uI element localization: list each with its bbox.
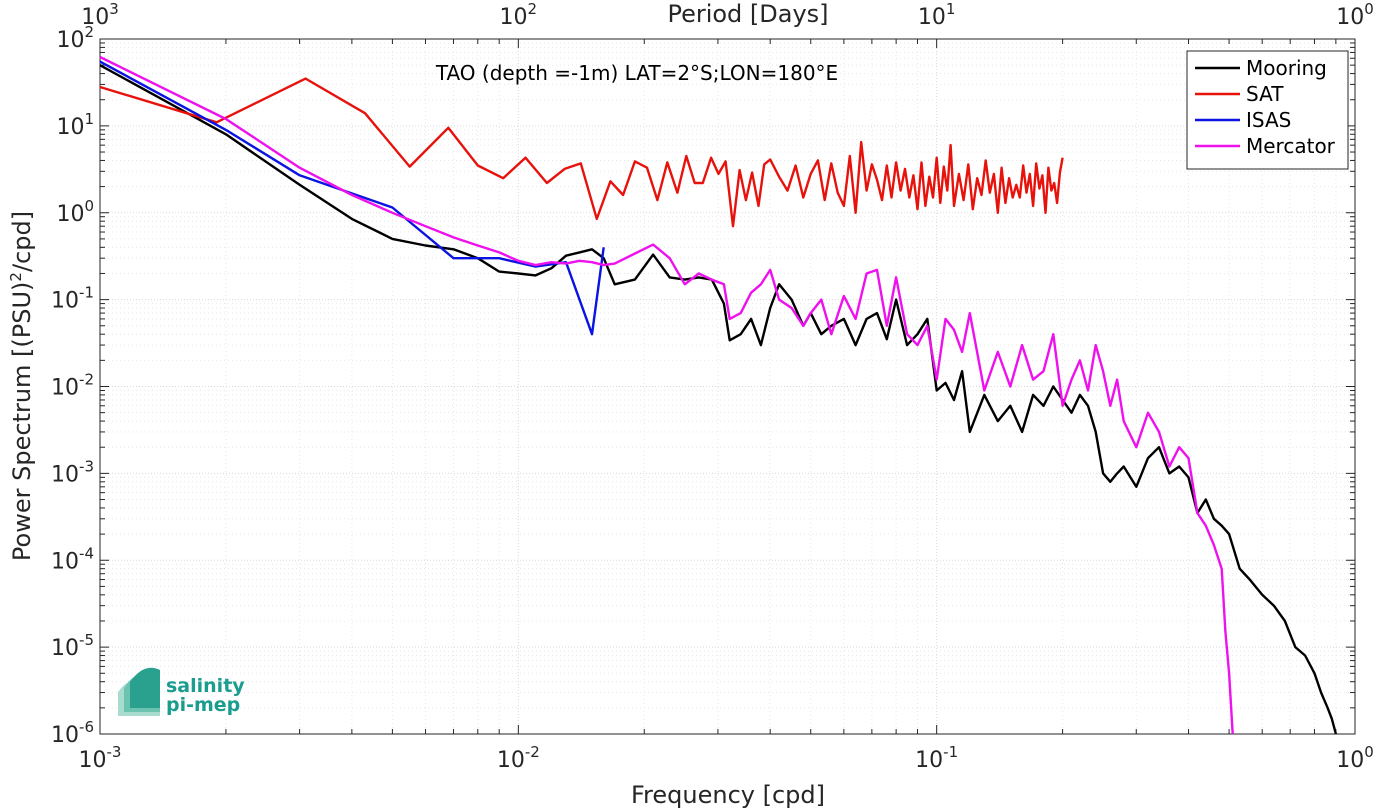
series-line-sat <box>99 77 1064 228</box>
y-tick-label-base: 10 <box>56 115 84 140</box>
top-tick-label-base: 10 <box>500 5 528 30</box>
y-tick-label-base: 10 <box>51 462 79 487</box>
y-tick-label-exponent: -6 <box>79 718 94 736</box>
top-tick-label-base: 10 <box>1336 5 1364 30</box>
legend-box <box>1186 50 1349 170</box>
y-tick-label-exponent: -5 <box>79 631 94 649</box>
logo-text-salinity: salinity <box>166 675 245 697</box>
legend-label-mercator: Mercator <box>1246 134 1336 158</box>
x-tick-label-base: 10 <box>915 748 943 773</box>
top-tick-label-base: 10 <box>918 5 946 30</box>
grid <box>100 39 1355 734</box>
y-tick-label-base: 10 <box>51 723 79 748</box>
top-tick-label: 102 <box>500 0 538 30</box>
series-lines <box>99 55 1338 735</box>
y-tick-label-base: 10 <box>51 289 79 314</box>
y-axis-label: Power Spectrum [(PSU)2/cpd] <box>7 211 36 561</box>
y-axis-label-sup: 2 <box>7 272 25 282</box>
top-axis-label: Period [Days] <box>667 0 828 28</box>
legend-label-isas: ISAS <box>1246 108 1291 132</box>
top-tick-label-base: 10 <box>81 5 109 30</box>
chart-title: TAO (depth =-1m) LAT=2°S;LON=180°E <box>435 61 838 85</box>
top-tick-label: 101 <box>918 0 956 30</box>
series-line-isas <box>99 60 605 336</box>
salinity-pi-mep-logo: salinity pi-mep <box>118 667 245 716</box>
logo-waves-icon <box>118 667 160 716</box>
y-tick-label-exponent: 2 <box>84 23 94 41</box>
y-tick-label-base: 10 <box>56 28 84 53</box>
y-tick-label-base: 10 <box>51 636 79 661</box>
y-tick-label: 10-6 <box>51 718 94 748</box>
y-tick-label-exponent: 1 <box>84 110 94 128</box>
top-tick-label: 100 <box>1336 0 1374 30</box>
x-tick-label-base: 10 <box>497 748 525 773</box>
legend-label-mooring: Mooring <box>1246 56 1327 80</box>
x-axis-label: Frequency [cpd] <box>631 781 825 809</box>
y-tick-label: 101 <box>56 110 94 140</box>
y-tick-label-base: 10 <box>51 549 79 574</box>
x-tick-label-base: 10 <box>79 748 107 773</box>
x-tick-label: 100 <box>1336 743 1374 773</box>
y-tick-label: 10-4 <box>51 544 94 574</box>
x-tick-label-exponent: -1 <box>943 743 958 761</box>
series-line-mercator <box>99 55 1234 735</box>
x-tick-label: 10-1 <box>915 743 958 773</box>
y-tick-label: 10-2 <box>51 371 94 401</box>
y-tick-label-base: 10 <box>56 202 84 227</box>
y-tick-label-exponent: -4 <box>79 544 94 562</box>
x-tick-label-exponent: -2 <box>525 743 540 761</box>
y-tick-label-exponent: -3 <box>79 457 94 475</box>
y-tick-label-base: 10 <box>51 376 79 401</box>
logo-text-pi-mep: pi-mep <box>166 694 240 716</box>
y-tick-label: 100 <box>56 197 94 227</box>
y-tick-label: 10-5 <box>51 631 94 661</box>
x-tick-label-base: 10 <box>1336 748 1364 773</box>
top-tick-label: 103 <box>81 0 119 30</box>
x-tick-label-exponent: 0 <box>1364 743 1374 761</box>
y-tick-label-exponent: 0 <box>84 197 94 215</box>
y-axis-label-main: Power Spectrum [(PSU) <box>8 282 36 561</box>
y-tick-label-exponent: -1 <box>79 284 94 302</box>
legend-label-sat: SAT <box>1246 82 1284 106</box>
y-tick-label: 10-1 <box>51 284 94 314</box>
top-tick-label-exponent: 0 <box>1364 0 1374 18</box>
y-axis-label-tail: /cpd] <box>8 211 36 272</box>
top-tick-label-exponent: 1 <box>946 0 956 18</box>
y-tick-label: 102 <box>56 23 94 53</box>
axis-ticks <box>99 39 1355 735</box>
top-tick-label-exponent: 3 <box>109 0 119 18</box>
y-tick-label: 10-3 <box>51 457 94 487</box>
y-tick-label-exponent: -2 <box>79 371 94 389</box>
x-tick-label: 10-3 <box>79 743 122 773</box>
x-tick-label: 10-2 <box>497 743 540 773</box>
top-tick-label-exponent: 2 <box>528 0 538 18</box>
x-tick-label-exponent: -3 <box>107 743 122 761</box>
